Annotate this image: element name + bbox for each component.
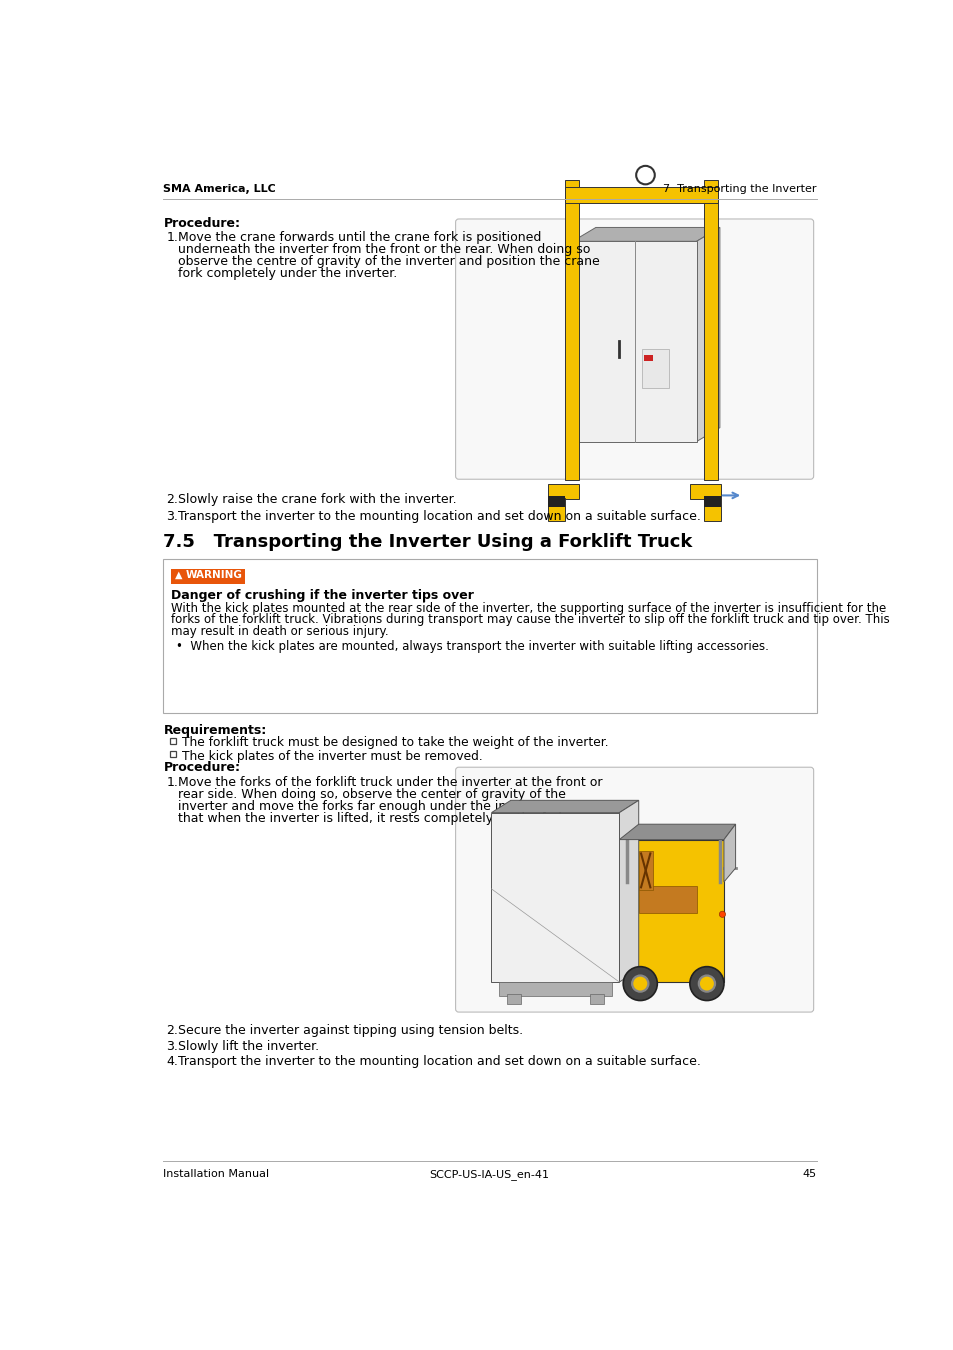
Bar xyxy=(564,180,578,481)
Text: With the kick plates mounted at the rear side of the inverter, the supporting su: With the kick plates mounted at the rear… xyxy=(171,602,885,614)
Text: Slowly lift the inverter.: Slowly lift the inverter. xyxy=(178,1040,319,1053)
Text: forks of the forklift truck. Vibrations during transport may cause the inverter : forks of the forklift truck. Vibrations … xyxy=(171,613,889,626)
Text: fork completely under the inverter.: fork completely under the inverter. xyxy=(178,267,397,279)
FancyBboxPatch shape xyxy=(456,767,813,1012)
Bar xyxy=(170,738,175,744)
Text: Transport the inverter to the mounting location and set down on a suitable surfa: Transport the inverter to the mounting l… xyxy=(178,510,700,522)
Bar xyxy=(622,840,723,981)
Bar xyxy=(703,498,720,521)
Text: that when the inverter is lifted, it rests completely on the forks.: that when the inverter is lifted, it res… xyxy=(178,813,576,825)
Polygon shape xyxy=(618,801,639,981)
Text: 7.5   Transporting the Inverter Using a Forklift Truck: 7.5 Transporting the Inverter Using a Fo… xyxy=(163,533,692,551)
FancyBboxPatch shape xyxy=(163,559,816,713)
Bar xyxy=(703,497,720,508)
Bar xyxy=(170,751,175,757)
Bar xyxy=(589,995,603,1003)
Circle shape xyxy=(633,976,646,991)
Bar xyxy=(547,497,564,508)
Text: Procedure:: Procedure: xyxy=(163,217,240,231)
Bar xyxy=(703,180,718,481)
Text: may result in death or serious injury.: may result in death or serious injury. xyxy=(171,625,389,637)
Text: Procedure:: Procedure: xyxy=(163,761,240,774)
Polygon shape xyxy=(618,825,735,840)
Text: Move the forks of the forklift truck under the inverter at the front or: Move the forks of the forklift truck und… xyxy=(178,776,602,790)
Circle shape xyxy=(719,911,724,918)
Circle shape xyxy=(689,967,723,1000)
Circle shape xyxy=(698,975,715,992)
Text: 3.: 3. xyxy=(167,1040,178,1053)
FancyBboxPatch shape xyxy=(456,219,813,479)
Bar xyxy=(572,242,696,441)
Bar xyxy=(690,483,720,499)
Bar xyxy=(498,981,611,996)
Polygon shape xyxy=(696,227,720,441)
Text: Secure the inverter against tipping using tension belts.: Secure the inverter against tipping usin… xyxy=(178,1025,523,1037)
Bar xyxy=(506,995,520,1003)
Bar xyxy=(639,850,652,890)
Text: ▲: ▲ xyxy=(174,570,182,580)
Text: Requirements:: Requirements: xyxy=(163,724,267,737)
Text: Danger of crushing if the inverter tips over: Danger of crushing if the inverter tips … xyxy=(171,589,474,602)
Text: The kick plates of the inverter must be removed.: The kick plates of the inverter must be … xyxy=(182,749,482,763)
Text: 1.: 1. xyxy=(167,776,178,790)
Text: Transport the inverter to the mounting location and set down on a suitable surfa: Transport the inverter to the mounting l… xyxy=(178,1056,700,1068)
Bar xyxy=(547,498,564,521)
Text: SMA America, LLC: SMA America, LLC xyxy=(163,184,275,193)
Text: •  When the kick plates are mounted, always transport the inverter with suitable: • When the kick plates are mounted, alwa… xyxy=(175,640,768,653)
Text: 4.: 4. xyxy=(167,1056,178,1068)
Text: 7  Transporting the Inverter: 7 Transporting the Inverter xyxy=(662,184,816,193)
Bar xyxy=(547,483,578,499)
Text: rear side. When doing so, observe the center of gravity of the: rear side. When doing so, observe the ce… xyxy=(178,788,565,802)
Bar xyxy=(643,355,653,360)
Circle shape xyxy=(631,975,648,992)
Bar xyxy=(639,886,696,913)
Text: SCCP-US-IA-US_en-41: SCCP-US-IA-US_en-41 xyxy=(429,1169,548,1180)
Text: 2.: 2. xyxy=(167,493,178,506)
Bar xyxy=(491,813,618,981)
Text: observe the centre of gravity of the inverter and position the crane: observe the centre of gravity of the inv… xyxy=(178,255,599,269)
Bar xyxy=(171,568,245,585)
Text: Installation Manual: Installation Manual xyxy=(163,1169,270,1179)
Text: 3.: 3. xyxy=(167,510,178,522)
Text: The forklift truck must be designed to take the weight of the inverter.: The forklift truck must be designed to t… xyxy=(182,736,608,749)
Text: 1.: 1. xyxy=(167,231,178,244)
Text: Slowly raise the crane fork with the inverter.: Slowly raise the crane fork with the inv… xyxy=(178,493,456,506)
Polygon shape xyxy=(572,227,720,242)
Bar xyxy=(641,350,669,387)
Polygon shape xyxy=(723,825,735,882)
Text: underneath the inverter from the front or the rear. When doing so: underneath the inverter from the front o… xyxy=(178,243,590,256)
Text: 45: 45 xyxy=(801,1169,816,1179)
Bar xyxy=(609,840,614,967)
Bar xyxy=(564,188,718,202)
Circle shape xyxy=(700,976,713,991)
Polygon shape xyxy=(491,801,639,813)
Text: Move the crane forwards until the crane fork is positioned: Move the crane forwards until the crane … xyxy=(178,231,541,244)
Bar xyxy=(617,840,621,967)
Text: 2.: 2. xyxy=(167,1025,178,1037)
Circle shape xyxy=(622,967,657,1000)
Text: WARNING: WARNING xyxy=(186,570,242,580)
Text: inverter and move the forks far enough under the inverter to ensure: inverter and move the forks far enough u… xyxy=(178,801,607,813)
